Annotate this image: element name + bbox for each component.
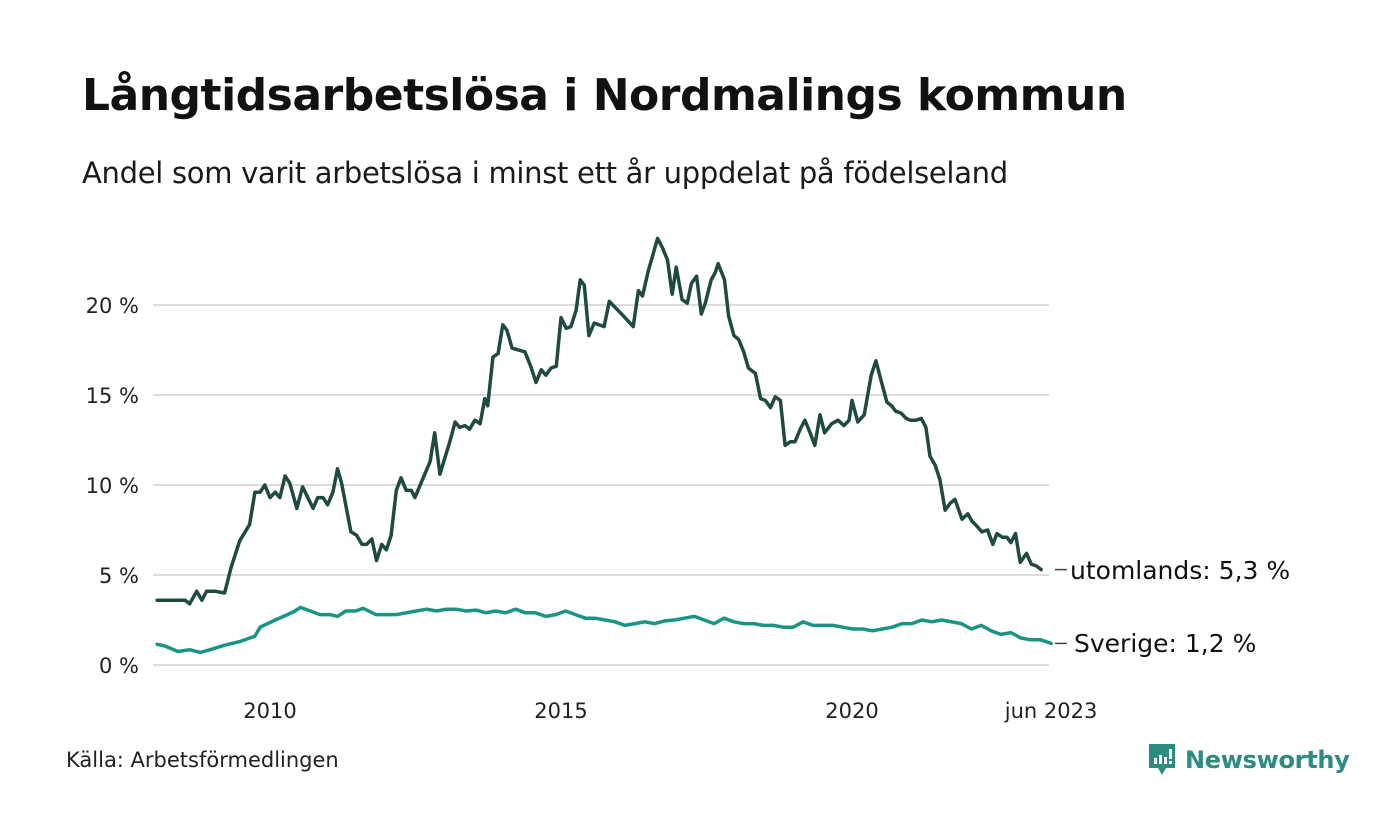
gridlines — [153, 304, 1049, 666]
y-tick-label: 5 % — [99, 564, 139, 588]
x-tick-label: jun 2023 — [1004, 699, 1098, 723]
y-tick-label: 15 % — [86, 384, 139, 408]
x-axis-ticks: 2010 2015 2020 jun 2023 — [243, 699, 1097, 723]
y-tick-label: 20 % — [86, 294, 139, 318]
chart-subtitle: Andel som varit arbetslösa i minst ett å… — [82, 156, 1008, 190]
chart-title: Långtidsarbetslösa i Nordmalings kommun — [82, 70, 1127, 121]
series-line-sverige — [155, 605, 1053, 655]
x-tick-label: 2015 — [534, 699, 587, 723]
y-axis-ticks: 0 % 5 % 10 % 15 % 20 % — [86, 294, 139, 678]
series-label-sverige: Sverige: 1,2 % — [1074, 629, 1256, 658]
y-tick-label: 0 % — [99, 654, 139, 678]
x-tick-label: 2020 — [825, 699, 878, 723]
source-note: Källa: Arbetsförmedlingen — [66, 748, 339, 772]
x-tick-label: 2010 — [243, 699, 296, 723]
y-tick-label: 10 % — [86, 474, 139, 498]
series-lines — [155, 236, 1053, 655]
series-label-utomlands: utomlands: 5,3 % — [1070, 556, 1290, 585]
series-labels: utomlands: 5,3 % Sverige: 1,2 % — [1055, 556, 1290, 658]
series-line-utomlands — [155, 236, 1043, 606]
brand-logo: Newsworthy — [1147, 742, 1350, 778]
brand-name: Newsworthy — [1185, 746, 1350, 774]
newsworthy-logo-icon — [1149, 744, 1175, 775]
